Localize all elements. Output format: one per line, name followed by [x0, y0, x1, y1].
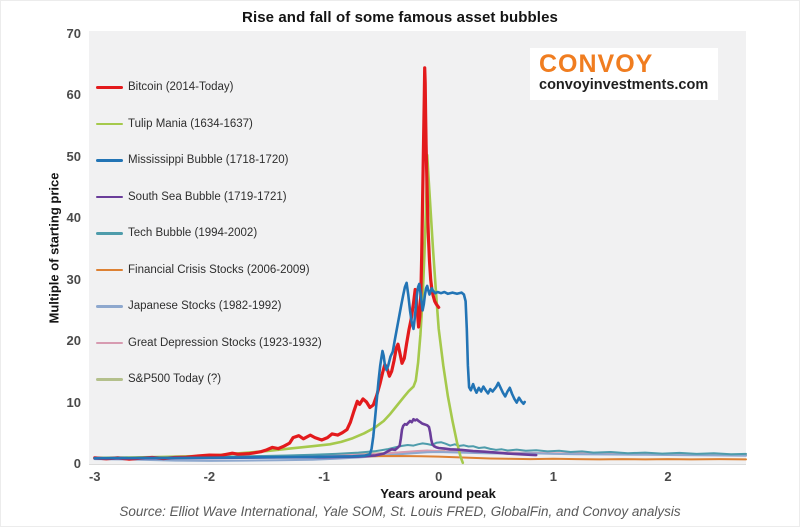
x-tick-label: -1: [318, 469, 330, 484]
legend-label: Bitcoin (2014-Today): [128, 81, 234, 93]
legend-label: Tech Bubble (1994-2002): [128, 227, 258, 239]
legend-swatch: [96, 122, 123, 126]
legend-item: Bitcoin (2014-Today): [96, 79, 233, 96]
series-line-south-sea-bubble-1719-1721: [93, 417, 538, 460]
y-axis-title: Multiple of starting price: [46, 172, 62, 324]
x-tick-label: 0: [435, 469, 443, 484]
convoy-logo: CONVOY convoyinvestments.com: [530, 48, 719, 100]
x-tick-label: -2: [203, 469, 216, 484]
series-line-bitcoin-2014-today: [93, 66, 441, 461]
legend-label: Mississippi Bubble (1718-1720): [128, 154, 289, 166]
y-tick-label: 0: [73, 456, 81, 471]
legend-swatch: [96, 159, 123, 162]
y-tick-label: 30: [66, 271, 81, 287]
plot-area: [89, 31, 746, 465]
y-tick-label: 40: [66, 210, 81, 226]
y-tick-label: 10: [66, 394, 81, 410]
series-line-tulip-mania-1634-1637: [93, 153, 465, 465]
series-line-tech-bubble-1994-2002: [93, 441, 747, 460]
legend-label: Great Depression Stocks (1923-1932): [128, 336, 322, 349]
legend-swatch: [96, 85, 123, 90]
x-tick-label: -3: [88, 469, 101, 484]
legend-item: South Sea Bubble (1719-1721): [96, 189, 287, 206]
source-note: Source: Elliot Wave International, Yale …: [119, 504, 681, 519]
legend-swatch: [96, 232, 123, 235]
legend-item: S&P500 Today (?): [96, 371, 221, 388]
legend-label: South Sea Bubble (1719-1721): [128, 190, 287, 203]
legend-label: S&P500 Today (?): [128, 373, 222, 385]
legend-label: Japanese Stocks (1982-1992): [128, 300, 282, 312]
logo-website-text: convoyinvestments.com: [539, 77, 709, 93]
legend-item: Mississippi Bubble (1718-1720): [96, 152, 288, 169]
x-tick-label: 2: [664, 469, 672, 484]
y-tick-label: 70: [66, 25, 81, 41]
legend-swatch: [96, 378, 123, 381]
legend-swatch: [96, 341, 123, 345]
legend-label: Tulip Mania (1634-1637): [128, 117, 253, 130]
logo-brand-text: CONVOY: [539, 50, 654, 78]
series-line-japanese-stocks-1982-1992: [93, 451, 747, 462]
legend-label: Financial Crisis Stocks (2006-2009): [128, 263, 310, 276]
legend-item: Tulip Mania (1634-1637): [96, 116, 253, 133]
series-line-mississippi-bubble-1718-1720: [93, 281, 527, 460]
legend-swatch: [96, 195, 123, 199]
legend-item: Great Depression Stocks (1923-1932): [96, 335, 322, 352]
legend-item: Japanese Stocks (1982-1992): [96, 298, 281, 315]
x-axis-title: Years around peak: [380, 486, 496, 501]
chart-title: Rise and fall of some famous asset bubbl…: [242, 9, 558, 26]
x-tick-label: 1: [549, 469, 557, 484]
legend-item: Financial Crisis Stocks (2006-2009): [96, 262, 310, 279]
legend-swatch: [96, 268, 123, 272]
legend-item: Tech Bubble (1994-2002): [96, 225, 257, 242]
legend-swatch: [96, 305, 123, 308]
y-tick-label: 20: [66, 333, 81, 349]
y-tick-label: 60: [66, 87, 81, 103]
y-tick-label: 50: [66, 148, 81, 164]
